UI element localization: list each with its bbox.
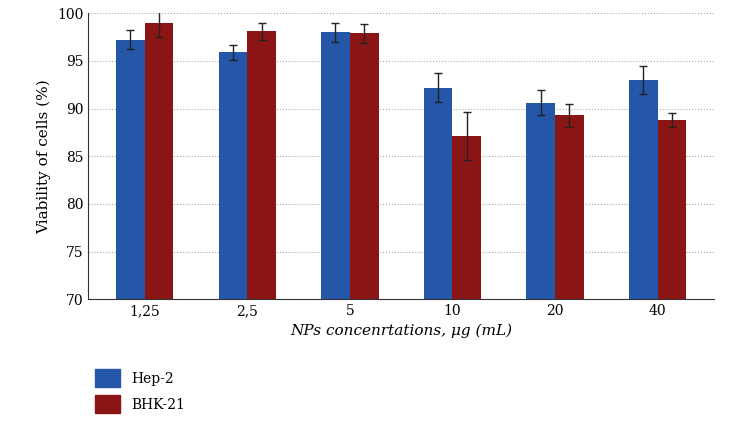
Y-axis label: Viability of cells (%): Viability of cells (%) — [37, 79, 52, 234]
Bar — [219, 52, 247, 440]
Legend: Hep-2, BHK-21: Hep-2, BHK-21 — [95, 369, 185, 413]
Bar — [657, 120, 686, 440]
Bar — [555, 115, 584, 440]
Bar — [247, 31, 276, 440]
Bar — [321, 32, 350, 440]
Bar — [350, 33, 378, 440]
Bar — [629, 80, 657, 440]
Bar — [424, 88, 453, 440]
Bar — [145, 23, 174, 440]
Bar — [526, 103, 555, 440]
Bar — [116, 40, 145, 440]
X-axis label: NPs concenrtations, μg (mL): NPs concenrtations, μg (mL) — [290, 323, 512, 338]
Bar — [453, 136, 481, 440]
